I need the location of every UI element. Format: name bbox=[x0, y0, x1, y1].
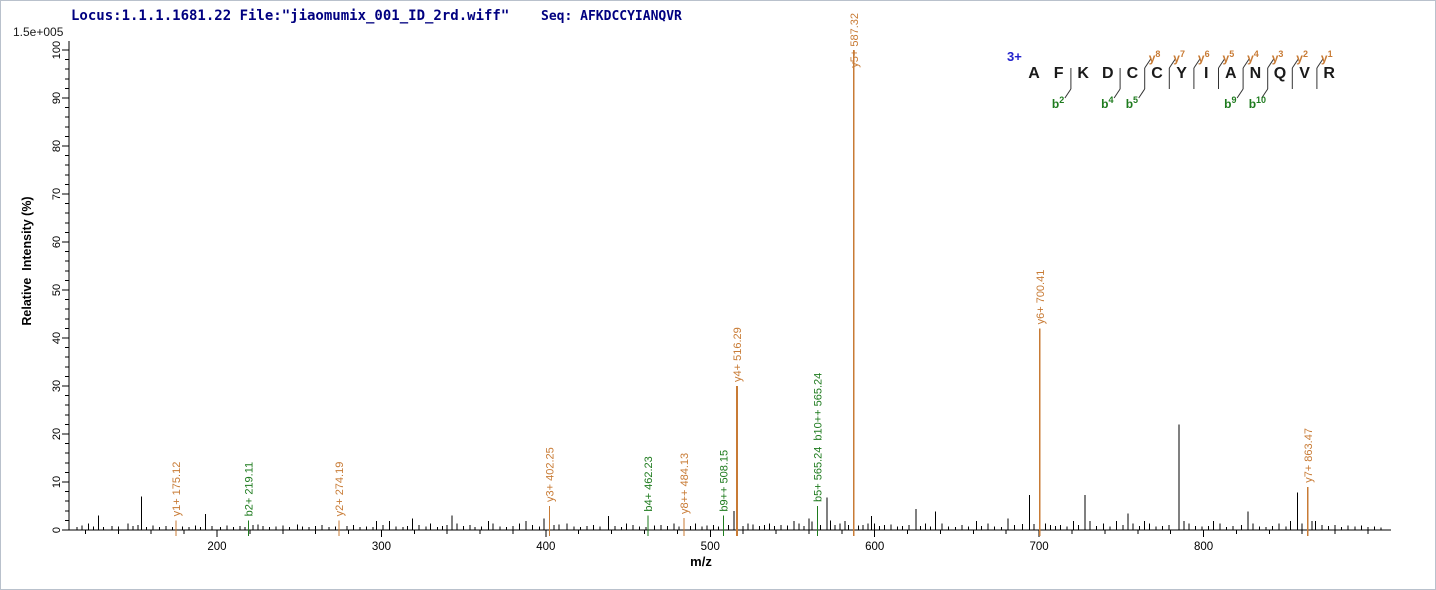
seq-residue-11-Q: Q bbox=[1273, 65, 1287, 82]
cleavage-line bbox=[1261, 88, 1269, 99]
peak-label-b4: b4+ 462.23 bbox=[643, 456, 655, 511]
y-tick-label: 60 bbox=[51, 236, 63, 248]
cleavage-line bbox=[1064, 88, 1072, 99]
x-tick-label: 200 bbox=[207, 541, 226, 553]
peak-label-y6: y6+ 700.41 bbox=[1035, 270, 1047, 325]
noise-peaks bbox=[76, 424, 1382, 530]
y-tick-label: 0 bbox=[51, 527, 63, 533]
y-tick-label: 90 bbox=[51, 92, 63, 104]
seq-residue-8-I: I bbox=[1203, 65, 1209, 82]
y-tick-label: 100 bbox=[51, 41, 63, 59]
y-ion-label-8: y8 bbox=[1148, 49, 1161, 65]
y-ion-label-6: y6 bbox=[1197, 49, 1210, 65]
y-tick-label: 40 bbox=[51, 332, 63, 344]
seq-residue-12-V: V bbox=[1299, 65, 1310, 82]
y-axis-title: Relative Intensity (%) bbox=[20, 196, 34, 326]
cleavage-line bbox=[1144, 58, 1152, 69]
x-tick-label: 400 bbox=[536, 541, 555, 553]
y-tick-label: 80 bbox=[51, 140, 63, 152]
x-tick-label: 300 bbox=[372, 541, 391, 553]
fragment-peaks: y1+ 175.12 b2+ 219.11 y2+ 274.19 y3+ 402.25… bbox=[171, 13, 1315, 536]
b-ion-label-10: b10 bbox=[1248, 95, 1267, 111]
y-tick-label: 10 bbox=[51, 476, 63, 488]
peptide-sequence-text: AFKDCCYIANQVR bbox=[580, 9, 682, 24]
x-tick-label: 700 bbox=[1030, 541, 1049, 553]
peak-label2-b5: b10++ 565.24 bbox=[813, 373, 825, 441]
y-tick-label: 30 bbox=[51, 380, 63, 392]
b-ion-label-4: b4 bbox=[1101, 95, 1114, 111]
seq-residue-7-Y: Y bbox=[1176, 65, 1187, 82]
y-ion-label-4: y4 bbox=[1247, 49, 1259, 65]
peak-label-y2: y2+ 274.19 bbox=[334, 462, 346, 517]
cleavage-line bbox=[1291, 58, 1299, 69]
y-ion-label-1: y1 bbox=[1320, 49, 1333, 65]
peak-label-y5: y5+ 587.32 bbox=[849, 13, 861, 68]
b-ion-label-5: b5 bbox=[1125, 95, 1139, 111]
x-tick-label: 800 bbox=[1194, 541, 1213, 553]
seq-residue-3-K: K bbox=[1077, 65, 1089, 82]
y-tick-label: 50 bbox=[51, 284, 63, 296]
b-ion-label-9: b9 bbox=[1224, 95, 1237, 111]
y-ion-label-5: y5 bbox=[1222, 49, 1235, 65]
y-axis-ticks: 0 10 20 30 40 50 60 70 80 90 100 bbox=[51, 41, 69, 533]
cleavage-line bbox=[1218, 58, 1225, 69]
seq-residue-4-D: D bbox=[1102, 65, 1114, 82]
peak-label-y1: y1+ 175.12 bbox=[171, 462, 183, 517]
y-tick-label: 70 bbox=[51, 188, 63, 200]
sequence-header: Seq: AFKDCCYIANQVR bbox=[541, 9, 682, 24]
cleavage-line bbox=[1168, 58, 1176, 69]
cleavage-line bbox=[1138, 88, 1146, 99]
cleavage-line bbox=[1236, 88, 1244, 99]
cleavage-line bbox=[1113, 88, 1121, 99]
seq-residue-2-F: F bbox=[1053, 65, 1064, 82]
b-ion-label-2: b2 bbox=[1051, 95, 1065, 111]
peak-label-b9pp: b9++ 508.15 bbox=[719, 450, 731, 512]
x-tick-label: 600 bbox=[865, 541, 884, 553]
seq-label: Seq: bbox=[541, 9, 573, 24]
peak-label-y8pp: y8++ 484.13 bbox=[679, 453, 691, 514]
y-ion-label-3: y3 bbox=[1271, 49, 1284, 65]
y-ion-label-2: y2 bbox=[1296, 49, 1308, 65]
seq-residue-10-N: N bbox=[1249, 65, 1262, 82]
cleavage-line bbox=[1193, 58, 1201, 69]
y-ion-label-7: y7 bbox=[1173, 49, 1185, 65]
cleavage-line bbox=[1316, 58, 1324, 69]
cleavage-line bbox=[1267, 58, 1275, 69]
peak-label-b5: b5+ 565.24 bbox=[813, 447, 825, 502]
peak-label-y3: y3+ 402.25 bbox=[545, 447, 557, 502]
y-tick-label: 20 bbox=[51, 428, 63, 440]
precursor-charge-label: 3+ bbox=[1007, 49, 1022, 64]
seq-residue-9-A: A bbox=[1225, 65, 1237, 82]
x-axis-title: m/z bbox=[690, 554, 712, 569]
peak-label-b2: b2+ 219.11 bbox=[243, 462, 255, 517]
peak-label-y7: y7+ 863.47 bbox=[1303, 428, 1315, 483]
fragment-cleavage-marks bbox=[1064, 58, 1324, 99]
seq-residue-1-A: A bbox=[1028, 65, 1040, 82]
seq-residue-5-C: C bbox=[1126, 65, 1139, 82]
seq-residue-6-C: C bbox=[1151, 65, 1163, 82]
x-tick-label: 500 bbox=[701, 541, 720, 553]
seq-residue-13-R: R bbox=[1323, 65, 1335, 82]
peak-label-y4: y4+ 516.29 bbox=[732, 327, 744, 382]
x-axis-ticks: 200 300 400 500 600 700 800 bbox=[84, 530, 1369, 553]
locus-file-label: Locus:1.1.1.1681.22 File:"jiaomumix_001_… bbox=[71, 8, 510, 24]
intensity-scale-label: 1.5e+005 bbox=[13, 25, 64, 39]
cleavage-line bbox=[1242, 58, 1250, 69]
